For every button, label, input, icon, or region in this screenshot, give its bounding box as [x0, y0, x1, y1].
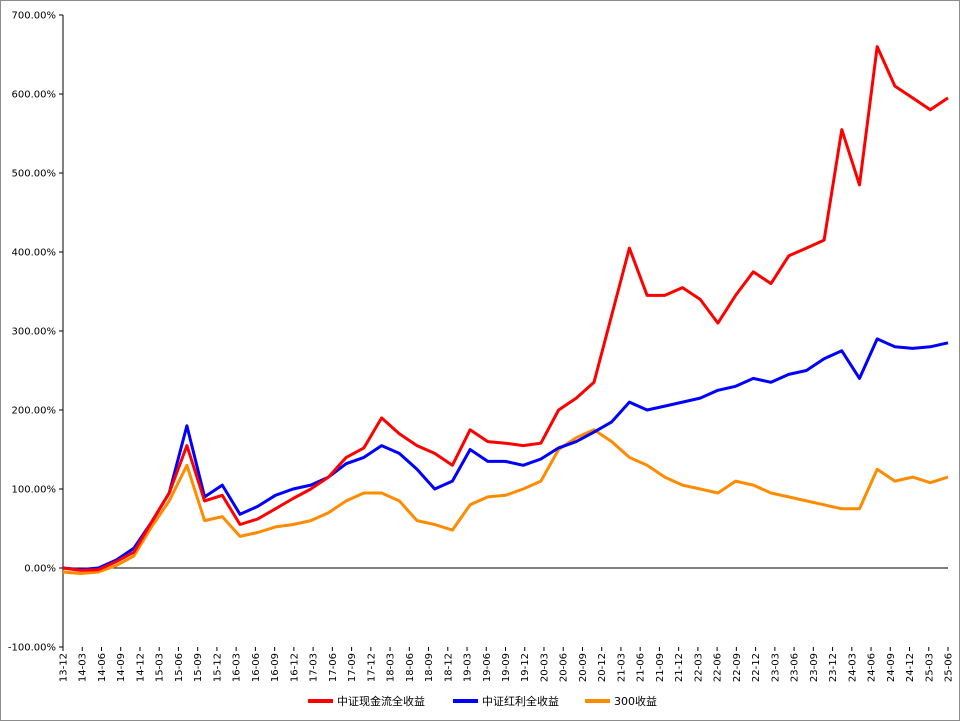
- x-tick-label: 17-06: [328, 653, 339, 682]
- y-tick-label: 100.00%: [12, 485, 57, 496]
- y-tick-label: 400.00%: [12, 248, 57, 259]
- y-tick-label: -100.00%: [8, 643, 56, 654]
- y-tick-label: 200.00%: [12, 406, 57, 417]
- series-line-2: [62, 428, 949, 575]
- x-tick-label: 18-03: [386, 653, 397, 682]
- x-tick-label: 14-12: [135, 653, 146, 682]
- x-tick-label: 21-06: [636, 653, 647, 682]
- y-tick-label: 500.00%: [12, 169, 57, 180]
- x-tick-label: 20-09: [578, 653, 589, 682]
- x-tick-label: 22-09: [732, 653, 743, 682]
- x-tick-label: 14-09: [116, 653, 127, 682]
- x-tick-label: 23-03: [770, 653, 781, 682]
- x-tick-label: 21-12: [674, 653, 685, 682]
- series-layer: [62, 45, 949, 575]
- x-tick-label: 16-12: [289, 653, 300, 682]
- y-tick-label: 600.00%: [12, 90, 57, 101]
- x-tick-label: 24-12: [905, 653, 916, 682]
- series-line-0: [62, 45, 949, 572]
- x-tick-label: 24-03: [847, 653, 858, 682]
- x-tick-label: 24-09: [886, 653, 897, 682]
- x-tick-label: 17-09: [347, 653, 358, 682]
- x-tick-label: 23-06: [790, 653, 801, 682]
- x-tick-label: 22-03: [693, 653, 704, 682]
- x-tick-label: 21-09: [655, 653, 666, 682]
- x-tick-label: 24-06: [867, 653, 878, 682]
- y-tick-label: 700.00%: [12, 11, 57, 22]
- x-tick-label: 16-06: [251, 653, 262, 682]
- x-tick-label: 15-03: [155, 653, 166, 682]
- x-tick-label: 15-06: [174, 653, 185, 682]
- x-tick-label: 14-03: [78, 653, 89, 682]
- legend-label-1: 中证红利全收益: [482, 694, 559, 708]
- x-tick-label: 22-12: [751, 653, 762, 682]
- x-tick-label: 25-06: [944, 653, 955, 682]
- legend-label-2: 300收益: [614, 694, 657, 708]
- x-tick-label: 22-06: [713, 653, 724, 682]
- x-tick-label: 19-03: [463, 653, 474, 682]
- x-tick-label: 14-06: [97, 653, 108, 682]
- x-tick-label: 19-12: [520, 653, 531, 682]
- x-tick-label: 16-03: [232, 653, 243, 682]
- x-tick-label: 13-12: [59, 653, 70, 682]
- x-tick-label: 17-12: [366, 653, 377, 682]
- legend: 中证现金流全收益 中证红利全收益 300收益: [308, 694, 657, 708]
- x-tick-label: 20-03: [539, 653, 550, 682]
- x-tick-label: 21-03: [616, 653, 627, 682]
- x-tick-label: 15-09: [193, 653, 204, 682]
- x-tick-label: 17-03: [309, 653, 320, 682]
- x-tick-label: 18-12: [443, 653, 454, 682]
- x-tick-label: 23-12: [828, 653, 839, 682]
- x-tick-label: 20-06: [559, 653, 570, 682]
- y-tick-label: 0.00%: [24, 564, 56, 575]
- x-tick-label: 16-09: [270, 653, 281, 682]
- x-tick-label: 20-12: [597, 653, 608, 682]
- x-tick-label: 19-06: [482, 653, 493, 682]
- x-tick-label: 23-09: [809, 653, 820, 682]
- y-tick-label: 300.00%: [12, 327, 57, 338]
- axes: -100.00% 0.00% 100.00% 200.00% 300.00% 400.00…: [8, 11, 955, 683]
- x-tick-label: 15-12: [212, 653, 223, 682]
- x-tick-label: 25-03: [924, 653, 935, 682]
- series-line-1: [62, 337, 949, 572]
- x-tick-label: 18-09: [424, 653, 435, 682]
- x-tick-label: 18-06: [405, 653, 416, 682]
- x-tick-label: 19-09: [501, 653, 512, 682]
- legend-label-0: 中证现金流全收益: [337, 694, 425, 708]
